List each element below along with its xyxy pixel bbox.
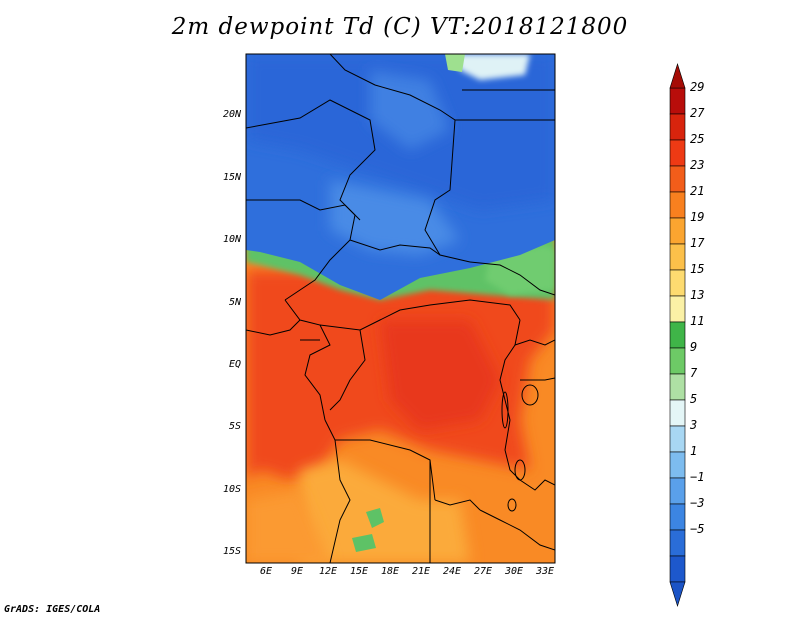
colorbar-segment [669,321,686,349]
lon-label-6e: 6E [259,566,273,577]
colorbar-segment [669,503,686,531]
colorbar-label: −5 [690,522,705,536]
colorbar-segment [669,217,686,245]
colorbar-segment [669,191,686,219]
colorbar-label: 17 [690,236,705,250]
lon-label-18e: 18E [380,566,400,577]
colorbar-label: 9 [690,340,698,354]
field-north-patch [370,70,450,150]
colorbar-label: 27 [690,106,705,120]
colorbar-label: 29 [690,80,705,94]
colorbar-label: 23 [690,158,705,172]
lat-label-10n: 10N [222,234,241,245]
colorbar-label: 19 [690,210,705,224]
colorbar-label: −3 [690,496,705,510]
lon-label-21e: 21E [411,566,431,577]
colorbar-segment [669,347,686,375]
colorbar-label: 21 [690,184,705,198]
colorbar-segment [669,477,686,505]
colorbar-segment [669,139,686,167]
lat-label-5s: 5S [228,421,241,432]
lon-label-33e: 33E [535,566,555,577]
colorbar-label: 25 [690,132,705,146]
field-south-green-1 [366,508,384,528]
lon-label-9e: 9E [290,566,304,577]
lon-label-27e: 27E [473,566,493,577]
map-frame [245,53,556,564]
lat-label-15n: 15N [222,172,241,183]
colorbar-arrow-bottom [669,581,686,608]
lat-label-15s: 15S [222,546,241,557]
lat-label-20n: 20N [222,109,241,120]
colorbar-label: 1 [690,444,698,458]
field-southwest [246,490,330,563]
field-equatorial-core [380,320,500,430]
colorbar-segment [669,87,686,115]
colorbar-label: 7 [690,366,698,380]
lon-label-15e: 15E [349,566,369,577]
colorbar-arrow-top [669,62,686,89]
colorbar-segment [669,113,686,141]
colorbar-segment [669,243,686,271]
colorbar-label: −1 [690,470,705,484]
field-south-green-2 [352,534,376,552]
colorbar-label: 13 [690,288,705,302]
colorbar-label: 15 [690,262,705,276]
lakes [501,384,539,512]
colorbar [669,62,686,608]
map-field [246,54,555,563]
colorbar-segment [669,373,686,401]
colorbar-segment [669,399,686,427]
lon-label-24e: 24E [442,566,462,577]
colorbar-segment [669,529,686,557]
lat-label-eq: EQ [228,359,241,370]
colorbar-segment [669,425,686,453]
field-north-mid [330,180,460,255]
colorbar-label: 3 [690,418,698,432]
colorbar-segment [669,451,686,479]
colorbar-segment [669,295,686,323]
colorbar-segment [669,269,686,297]
lat-label-5n: 5N [228,297,241,308]
lon-label-12e: 12E [318,566,338,577]
colorbar-label: 5 [690,392,698,406]
field-top-green [445,54,465,72]
grads-credit: GrADS: IGES/COLA [4,604,101,615]
colorbar-segment [669,555,686,583]
country-borders [246,54,555,563]
lat-label-10s: 10S [222,484,241,495]
lon-label-30e: 30E [504,566,524,577]
colorbar-label: 11 [690,314,705,328]
colorbar-segment [669,165,686,193]
chart-title: 2m dewpoint Td (C) VT:2018121800 [171,14,629,40]
field-top-light [455,54,530,80]
